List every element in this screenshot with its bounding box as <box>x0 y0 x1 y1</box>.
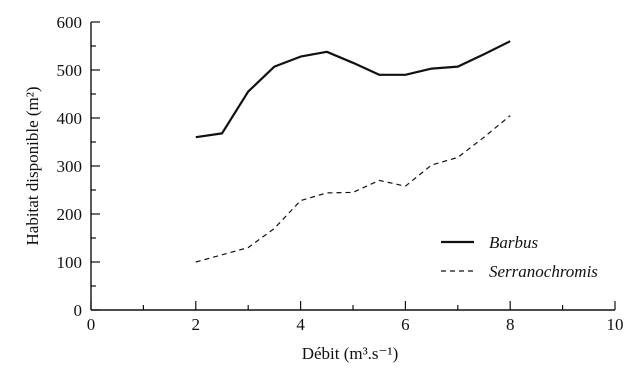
y-axis-ticks: 0 100 200 300 400 500 600 <box>57 13 100 320</box>
y-tick-label: 100 <box>57 253 83 272</box>
y-tick-label: 200 <box>57 205 83 224</box>
x-tick-label: 8 <box>506 315 515 334</box>
legend-label-barbus: Barbus <box>489 233 539 252</box>
series-line-barbus <box>195 40 511 139</box>
series-line-serranochromis <box>195 115 511 263</box>
x-tick-label: 10 <box>607 315 624 334</box>
x-tick-label: 6 <box>401 315 410 334</box>
y-tick-label: 600 <box>57 13 83 32</box>
y-tick-label: 300 <box>57 157 83 176</box>
x-axis-ticks: 0 2 4 6 8 10 <box>87 301 624 334</box>
legend-label-serranochromis: Serranochromis <box>489 262 598 281</box>
y-axis-title: Habitat disponible (m²) <box>23 86 42 245</box>
x-axis-title: Débit (m³.s⁻¹) <box>302 344 399 363</box>
x-tick-label: 2 <box>192 315 201 334</box>
series-lines <box>195 40 511 263</box>
legend: Barbus Serranochromis <box>441 233 598 281</box>
x-tick-label: 4 <box>296 315 305 334</box>
y-tick-label: 400 <box>57 109 83 128</box>
x-tick-label: 0 <box>87 315 96 334</box>
y-tick-label: 0 <box>74 301 83 320</box>
y-tick-label: 500 <box>57 61 83 80</box>
